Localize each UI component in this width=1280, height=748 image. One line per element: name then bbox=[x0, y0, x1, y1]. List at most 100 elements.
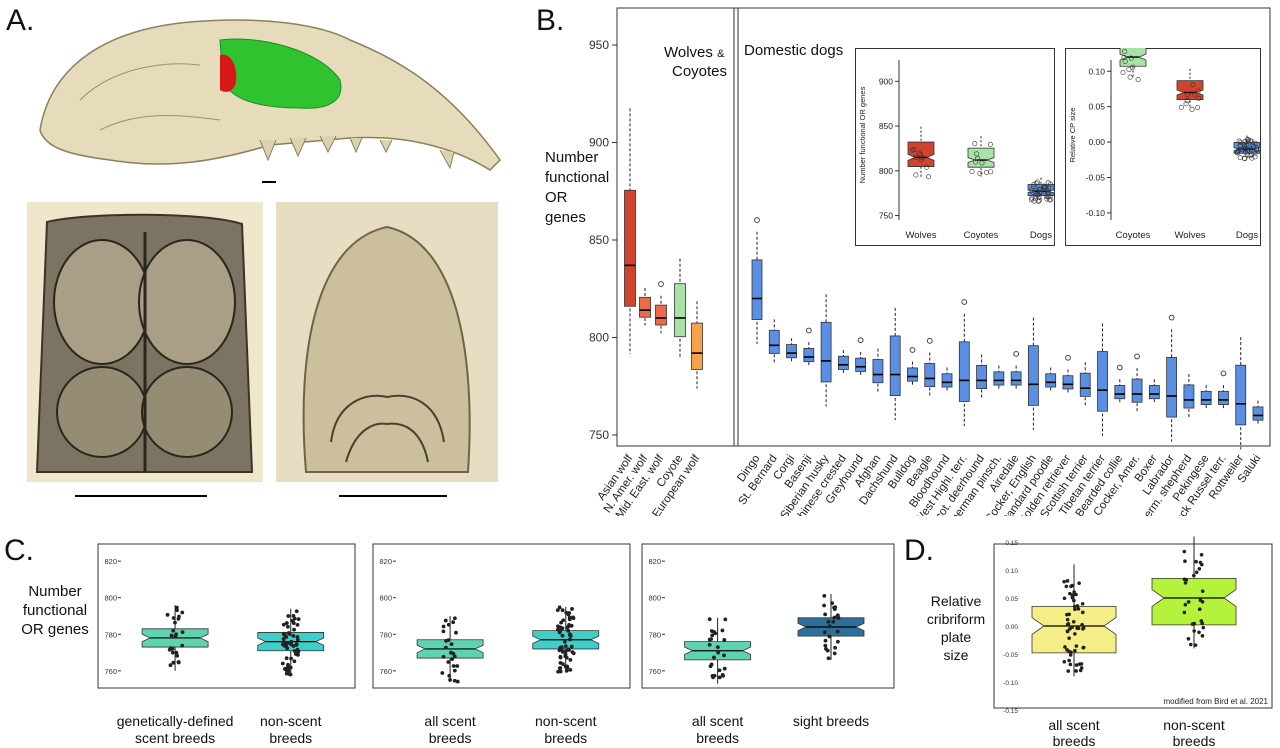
data-point bbox=[1182, 610, 1187, 615]
data-point bbox=[1195, 88, 1201, 94]
data-point bbox=[709, 629, 714, 633]
data-point bbox=[1028, 187, 1034, 193]
data-point bbox=[562, 639, 567, 644]
data-point bbox=[835, 639, 840, 644]
box bbox=[639, 296, 651, 318]
x-category-label: non-scent bbox=[260, 713, 322, 729]
data-point bbox=[440, 671, 445, 675]
group-label-wolves: Wolves & bbox=[664, 44, 724, 61]
data-point bbox=[284, 656, 289, 661]
data-point bbox=[441, 629, 446, 634]
box bbox=[1166, 356, 1178, 418]
data-point bbox=[170, 646, 175, 651]
ylabel-line: genes bbox=[545, 209, 586, 226]
data-point bbox=[557, 605, 562, 610]
data-point bbox=[176, 660, 181, 665]
data-point bbox=[717, 668, 722, 673]
data-point bbox=[295, 637, 300, 642]
data-point bbox=[171, 660, 176, 665]
data-point bbox=[1073, 632, 1077, 636]
data-point bbox=[1074, 669, 1078, 673]
data-point bbox=[571, 615, 575, 620]
data-point bbox=[280, 642, 285, 647]
box bbox=[768, 329, 780, 354]
outlier-point bbox=[926, 337, 933, 344]
data-point bbox=[559, 620, 563, 625]
data-point bbox=[722, 653, 726, 658]
data-point bbox=[1068, 662, 1073, 667]
data-point bbox=[296, 617, 301, 622]
x-category-label: breeds bbox=[544, 730, 587, 746]
data-point bbox=[924, 164, 930, 170]
inset-or-chart: 750 800 850 900 Number functional OR genes Wo… bbox=[855, 48, 1055, 246]
panel-d-chart: 0.15 0.10 0.05 0.00 -0.05 -0.10 -0.15 all scent… bbox=[993, 536, 1273, 748]
x-category-label: sight breeds bbox=[793, 713, 869, 729]
box bbox=[907, 367, 918, 382]
box bbox=[674, 283, 686, 338]
data-point bbox=[441, 624, 446, 629]
data-point bbox=[446, 660, 451, 664]
data-point bbox=[1195, 105, 1201, 111]
data-point bbox=[1183, 559, 1187, 564]
x-category-label: breeds bbox=[1053, 733, 1096, 748]
data-point bbox=[1252, 150, 1258, 156]
outlier-point bbox=[909, 347, 916, 353]
data-point bbox=[173, 634, 178, 639]
data-point bbox=[983, 169, 989, 175]
ylabel-line: functional bbox=[545, 169, 610, 186]
data-point bbox=[1248, 146, 1254, 152]
data-point bbox=[1192, 629, 1196, 633]
data-point bbox=[1194, 570, 1199, 575]
x-category-label: Dogs bbox=[1030, 230, 1052, 241]
data-point bbox=[1037, 189, 1043, 195]
data-point bbox=[451, 664, 456, 668]
y-tick-label: 750 bbox=[879, 211, 893, 221]
data-point bbox=[832, 607, 837, 611]
x-category-label: all scent bbox=[424, 713, 475, 729]
data-point bbox=[291, 634, 296, 638]
box bbox=[1031, 606, 1117, 654]
data-point bbox=[823, 612, 828, 617]
data-point bbox=[1048, 197, 1054, 203]
data-point bbox=[975, 155, 981, 161]
data-point bbox=[569, 644, 574, 649]
data-point bbox=[452, 654, 457, 659]
ylabel-line: cribriform bbox=[926, 611, 986, 627]
inset-frame bbox=[1065, 48, 1261, 246]
outlier-point bbox=[1134, 353, 1140, 360]
box bbox=[924, 363, 936, 388]
data-point bbox=[1033, 193, 1039, 199]
data-point bbox=[1072, 604, 1077, 609]
y-tick-label: 900 bbox=[589, 136, 609, 150]
data-point bbox=[557, 666, 562, 671]
data-point bbox=[1064, 584, 1069, 589]
data-point bbox=[288, 665, 292, 670]
panel-b-ylabel: Number functional OR genes bbox=[545, 148, 609, 228]
data-point bbox=[1080, 610, 1085, 615]
data-point bbox=[567, 637, 572, 642]
data-point bbox=[1197, 607, 1202, 612]
data-point bbox=[823, 643, 828, 648]
data-point bbox=[564, 610, 569, 615]
data-point bbox=[1062, 596, 1067, 601]
scale-bar bbox=[75, 495, 207, 497]
box bbox=[1028, 345, 1039, 406]
data-point bbox=[1076, 607, 1081, 611]
data-point bbox=[1128, 55, 1134, 61]
data-point bbox=[568, 658, 573, 662]
box bbox=[1045, 373, 1057, 388]
data-point bbox=[1200, 621, 1204, 626]
data-point bbox=[1080, 622, 1084, 627]
y-tick-label: -0.15 bbox=[1003, 708, 1018, 715]
data-point bbox=[1182, 577, 1187, 582]
data-point bbox=[916, 150, 922, 156]
data-point bbox=[1072, 598, 1076, 603]
box bbox=[1235, 364, 1247, 426]
data-point bbox=[281, 637, 286, 641]
y-tick-label: -0.05 bbox=[1086, 173, 1106, 183]
credit-text: modified from Bird et al. 2021 bbox=[1164, 697, 1269, 706]
data-point bbox=[1122, 48, 1128, 54]
data-point bbox=[455, 664, 460, 668]
data-point bbox=[707, 617, 712, 622]
